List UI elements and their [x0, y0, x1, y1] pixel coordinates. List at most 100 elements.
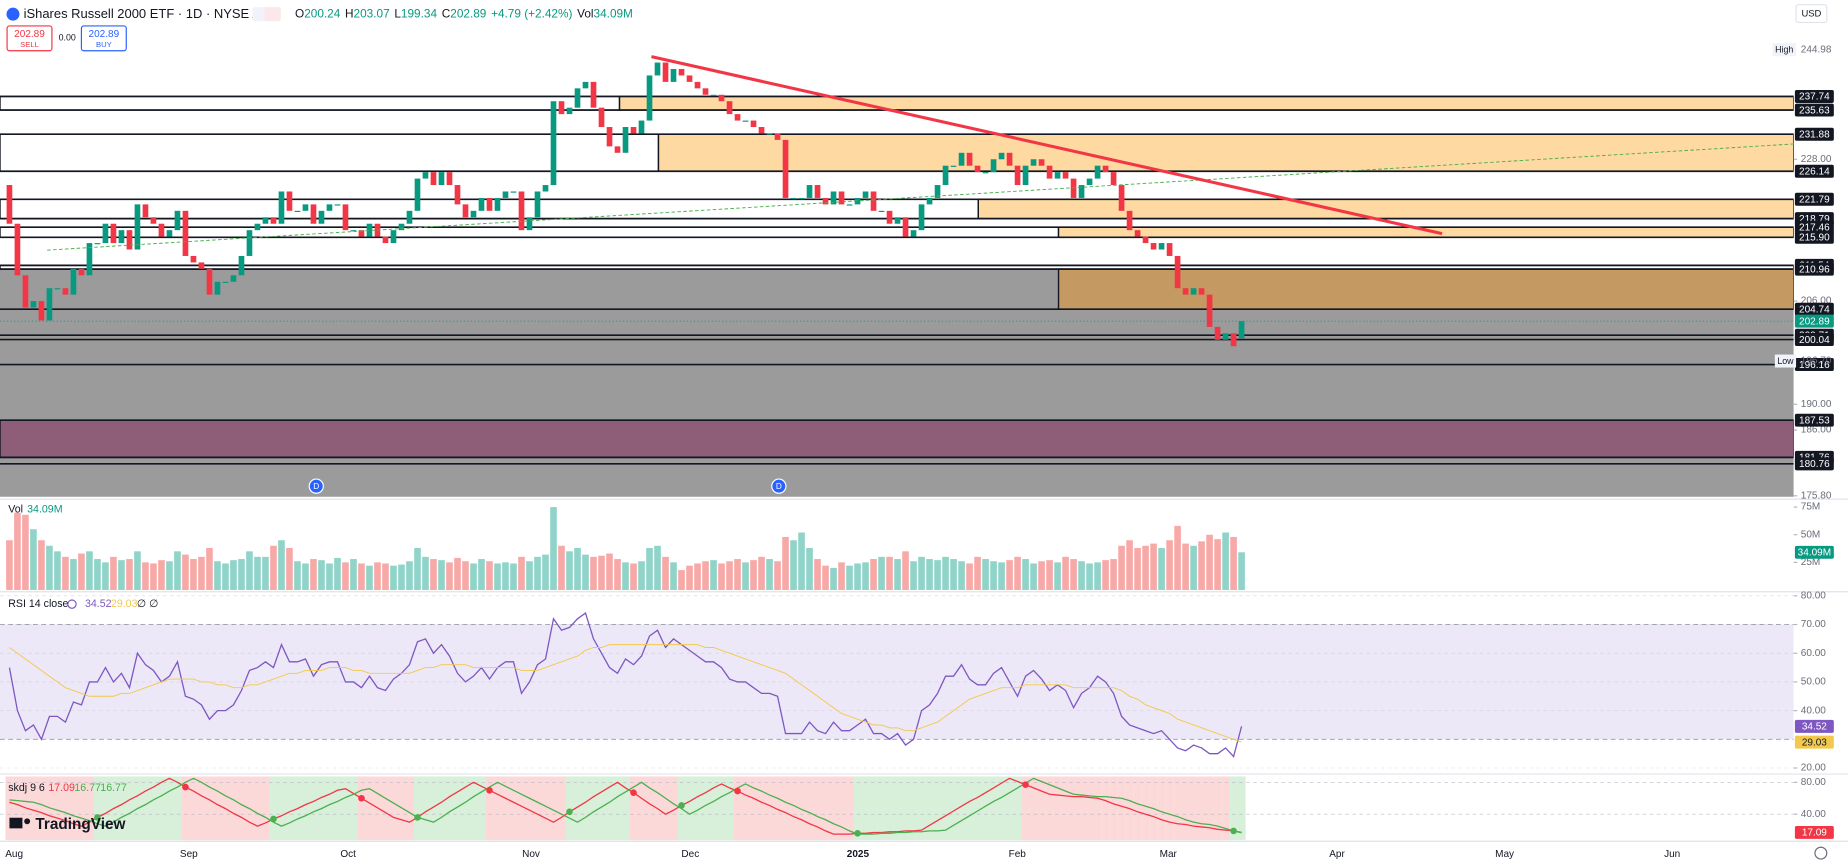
volume-bar: [510, 563, 517, 590]
volume-bar: [686, 565, 693, 590]
volume-bar: [1110, 559, 1117, 590]
volume-bar: [862, 562, 869, 590]
candle-body: [262, 217, 269, 224]
signal-bg: [493, 776, 502, 841]
candle-body: [350, 230, 357, 232]
candle-body: [1006, 152, 1013, 166]
volume-bar: [222, 563, 229, 590]
candle-body: [326, 204, 333, 211]
signal-bg: [789, 776, 798, 841]
signal-bg: [229, 776, 238, 841]
volume-bar: [1214, 539, 1221, 590]
signal-bg: [541, 776, 550, 841]
candle-body: [574, 88, 581, 108]
watermark: TradingView: [9, 816, 125, 833]
volume-bar: [22, 514, 29, 590]
candle-body: [870, 191, 877, 211]
candle-body: [950, 165, 957, 167]
cross-dot: [854, 829, 861, 837]
signal-bg: [1093, 776, 1102, 841]
volume-bar: [398, 564, 405, 590]
candle-body: [1126, 210, 1133, 231]
candle-body: [454, 185, 461, 205]
candle-body: [14, 223, 21, 276]
volume-bar: [1062, 556, 1069, 590]
volume-bar: [126, 559, 133, 590]
sell-button[interactable]: [6, 25, 53, 52]
x-tick-label: Nov: [522, 849, 540, 860]
candle-body: [782, 139, 789, 198]
ohlc-key: L: [394, 7, 401, 21]
settings-icon[interactable]: [1814, 846, 1828, 860]
symbol-title: iShares Russell 2000 ETF · 1D · NYSE Arc…: [24, 6, 280, 21]
volume-bar: [558, 545, 565, 590]
volume-bar: [62, 556, 69, 590]
candle-body: [158, 223, 165, 237]
signal-bg: [573, 776, 582, 841]
volume-bar: [894, 559, 901, 590]
candle-body: [774, 133, 781, 140]
candle-body: [1110, 172, 1117, 186]
signal-bg: [1045, 776, 1054, 841]
signal-bg: [13, 776, 22, 841]
candle-body: [726, 101, 733, 115]
candle-body: [1102, 165, 1109, 173]
candle-body: [638, 120, 645, 134]
volume-bar: [838, 562, 845, 590]
volume-bar: [1078, 561, 1085, 590]
volume-bar: [982, 559, 989, 590]
signal-bg: [549, 776, 558, 841]
signal-bg: [893, 776, 902, 841]
volume-bar: [294, 561, 301, 590]
volume-bar: [782, 536, 789, 590]
volume-bar: [1046, 560, 1053, 590]
volume-bar: [550, 507, 557, 590]
cross-dot: [1230, 827, 1237, 835]
volume-bar: [822, 565, 829, 590]
volume-bar: [462, 561, 469, 590]
indicator-line: [9, 777, 1242, 835]
signal-bg: [197, 776, 206, 841]
candle-body: [1078, 185, 1085, 198]
signal-bg: [189, 776, 198, 841]
candle-body: [246, 230, 253, 256]
candle-body: [54, 288, 61, 290]
volume-bar: [382, 563, 389, 590]
volume-bar: [430, 559, 437, 590]
signal-bg: [157, 776, 166, 841]
candle-body: [846, 204, 853, 206]
volume-bar: [326, 563, 333, 590]
low-tag: [1774, 354, 1797, 368]
currency-button[interactable]: [1795, 4, 1828, 24]
icon-button[interactable]: [264, 7, 281, 22]
watermark-text: TradingView: [35, 816, 125, 833]
candle-body: [582, 81, 589, 89]
candle-body: [286, 191, 293, 211]
zone: [1057, 268, 1795, 310]
cross-dot: [270, 815, 277, 823]
level-label: 237.74: [1799, 92, 1830, 103]
candle-body: [1190, 288, 1197, 295]
trend-line: [651, 55, 1443, 236]
volume-bar: [1006, 560, 1013, 590]
volume-bar: [1142, 545, 1149, 590]
signal-bg: [869, 776, 878, 841]
indicator-last-label: 34.52: [1802, 722, 1827, 733]
signal-bg: [413, 776, 422, 841]
volume-bar: [878, 556, 885, 590]
volume-bar: [246, 551, 253, 590]
volume-bar: [790, 540, 797, 590]
axis-labels: 228.00 206.00 190.00 186.00 175.80 237.74 235.…: [0, 43, 1848, 860]
candle-body: [230, 275, 237, 282]
buy-button[interactable]: [80, 25, 127, 52]
ohlc-value: 202.89: [450, 7, 486, 21]
volume-bar: [1014, 556, 1021, 590]
candle-body: [358, 230, 365, 237]
cross-dot: [358, 794, 365, 802]
volume-bar: [190, 559, 197, 590]
candle-body: [118, 230, 125, 244]
x-tick-label: Mar: [1160, 849, 1178, 860]
candle-body: [1182, 288, 1189, 295]
volume-bar: [6, 540, 13, 590]
volume-bar: [46, 545, 53, 590]
